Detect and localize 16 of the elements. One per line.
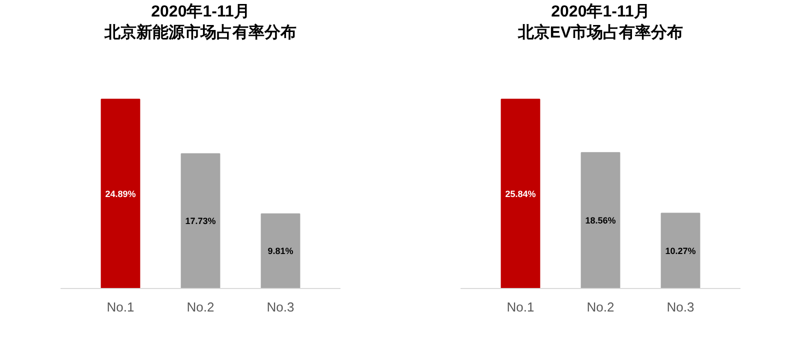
data-label: 25.84% <box>505 188 536 199</box>
chart-subtitle: 北京新能源市场占有率分布 <box>104 22 296 42</box>
x-tick-label: No.3 <box>666 300 694 314</box>
data-label: 24.89% <box>105 188 136 199</box>
x-tick-label: No.1 <box>506 300 534 314</box>
x-tick-label: No.1 <box>106 300 134 314</box>
data-label: 18.56% <box>585 216 616 226</box>
data-label: 17.73% <box>185 216 216 226</box>
x-tick-label: No.2 <box>586 300 614 314</box>
data-label: 10.27% <box>665 246 696 256</box>
x-tick-label: No.2 <box>186 300 214 314</box>
x-tick-label: No.3 <box>266 300 294 314</box>
chart-title: 2020年1-11月 <box>551 2 650 20</box>
chart-subtitle: 北京EV市场占有率分布 <box>516 22 684 42</box>
chart-title: 2020年1-11月 <box>151 2 250 20</box>
data-label: 9.81% <box>268 246 294 256</box>
